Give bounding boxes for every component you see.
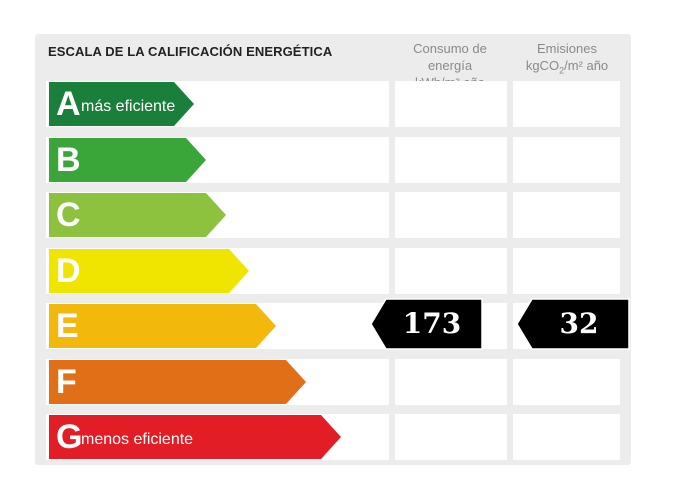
scale-row-f: F (46, 359, 620, 405)
emisiones-cell (513, 359, 620, 405)
rating-letter: D (56, 252, 81, 290)
emisiones-tag-shape (516, 298, 630, 350)
rating-arrow-f: F (49, 360, 306, 404)
consumo-cell (395, 81, 507, 127)
emisiones-header: Emisiones kgCO2/m² año (512, 40, 622, 80)
consumo-cell (395, 359, 507, 405)
scale-row-c: C (46, 192, 620, 238)
rating-letter: F (56, 363, 77, 401)
rating-arrow-c: C (49, 193, 226, 237)
rating-letter: A (56, 85, 81, 123)
consumo-value: 173 (402, 307, 462, 340)
rating-arrow-b: B (49, 138, 206, 182)
consumo-value-tag: 173 (370, 298, 483, 350)
consumo-tag-shape (370, 298, 483, 350)
consumo-cell (395, 137, 507, 183)
emisiones-value-tag: 32 (516, 298, 630, 350)
scale-row-b: B (46, 137, 620, 183)
rating-sublabel: más eficiente (81, 98, 176, 115)
rating-letter: C (56, 196, 81, 234)
scale-title: ESCALA DE LA CALIFICACIÓN ENERGÉTICA (48, 44, 333, 59)
emisiones-header-line2: kgCO2/m² año (525, 58, 609, 76)
consumo-header-line1: Consumo de energía (413, 41, 487, 73)
emisiones-cell (513, 81, 620, 127)
rating-letter: G (56, 418, 83, 456)
rating-letter: B (56, 141, 81, 179)
rating-letter: E (56, 307, 79, 345)
emisiones-cell (513, 137, 620, 183)
emisiones-cell (513, 192, 620, 238)
emisiones-value: 32 (559, 307, 599, 340)
emisiones-cell (513, 248, 620, 294)
consumo-cell (395, 248, 507, 294)
consumo-cell (395, 414, 507, 460)
scale-row-d: D (46, 248, 620, 294)
rating-arrow-d: D (49, 249, 249, 293)
emisiones-cell (513, 414, 620, 460)
consumo-cell (395, 192, 507, 238)
rating-sublabel: menos eficiente (81, 431, 194, 448)
rating-arrow-e: E (49, 304, 276, 348)
emisiones-header-line1: Emisiones (537, 41, 597, 56)
